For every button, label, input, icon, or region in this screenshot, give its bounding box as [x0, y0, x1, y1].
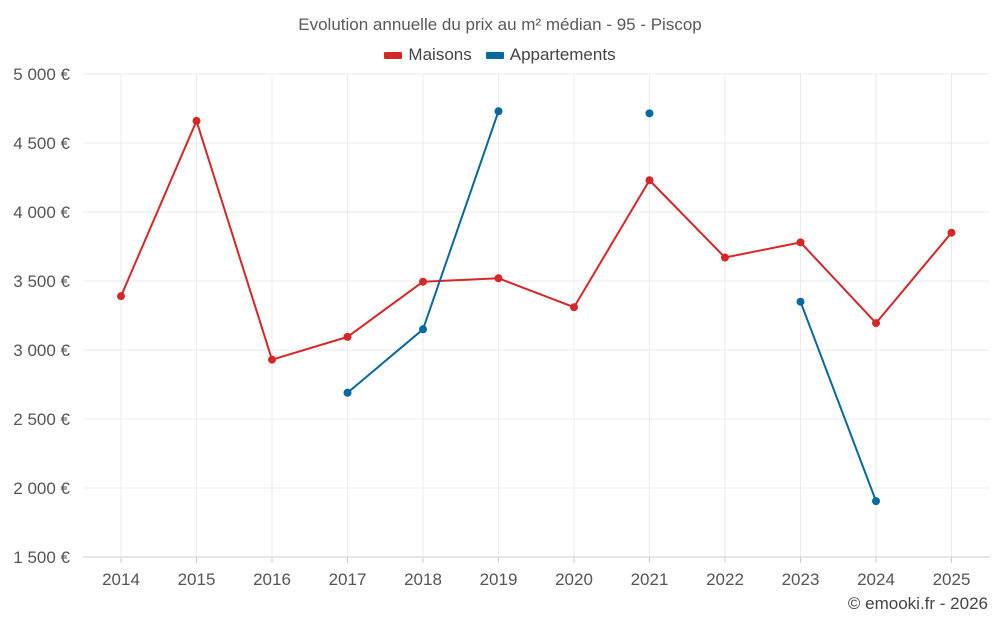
x-tick-label: 2015: [178, 570, 216, 589]
x-tick-label: 2024: [857, 570, 895, 589]
data-point-appartements[interactable]: [872, 497, 880, 506]
y-tick-label: 4 000 €: [13, 203, 70, 222]
legend-swatch-maisons: [384, 51, 403, 59]
data-point-maisons[interactable]: [419, 277, 427, 286]
legend-item-appartements[interactable]: Appartements: [485, 45, 616, 65]
data-point-maisons[interactable]: [796, 238, 805, 247]
y-tick-label: 5 000 €: [13, 65, 70, 84]
data-point-maisons[interactable]: [721, 253, 729, 262]
x-tick-label: 2019: [480, 570, 518, 589]
x-tick-label: 2014: [102, 570, 140, 589]
data-point-appartements[interactable]: [645, 109, 654, 118]
legend-item-maisons[interactable]: Maisons: [384, 45, 472, 65]
data-point-maisons[interactable]: [268, 355, 276, 364]
data-point-appartements[interactable]: [796, 297, 805, 306]
data-point-appartements[interactable]: [343, 388, 352, 397]
legend: Maisons Appartements: [0, 45, 1000, 65]
y-tick-label: 4 500 €: [13, 134, 70, 153]
y-tick-label: 2 000 €: [13, 479, 70, 498]
y-tick-label: 2 500 €: [13, 410, 70, 429]
chart-title: Evolution annuelle du prix au m² médian …: [298, 15, 702, 34]
legend-swatch-appartements: [485, 51, 504, 59]
x-tick-label: 2021: [631, 570, 669, 589]
y-tick-label: 1 500 €: [13, 548, 70, 567]
data-point-maisons[interactable]: [117, 292, 125, 301]
data-point-appartements[interactable]: [494, 107, 503, 116]
data-point-appartements[interactable]: [419, 325, 427, 334]
data-point-maisons[interactable]: [192, 116, 201, 125]
data-point-maisons[interactable]: [872, 319, 880, 328]
credit-text: © emooki.fr - 2026: [847, 594, 988, 613]
data-point-maisons[interactable]: [645, 176, 654, 185]
x-tick-label: 2020: [555, 570, 593, 589]
x-tick-label: 2017: [329, 570, 367, 589]
x-tick-label: 2018: [404, 570, 442, 589]
data-point-maisons[interactable]: [343, 332, 352, 341]
y-tick-label: 3 500 €: [13, 272, 70, 291]
x-tick-label: 2016: [253, 570, 291, 589]
series-line-maisons: [120, 119, 953, 361]
data-point-maisons[interactable]: [570, 303, 578, 312]
x-tick-label: 2022: [706, 570, 744, 589]
data-point-maisons[interactable]: [494, 274, 503, 283]
legend-label-appartements: Appartements: [509, 45, 616, 64]
y-tick-label: 3 000 €: [13, 341, 70, 360]
series-line-appartements: [799, 301, 877, 502]
x-tick-label: 2025: [933, 570, 971, 589]
x-tick-label: 2023: [782, 570, 820, 589]
legend-label-maisons: Maisons: [408, 45, 472, 64]
data-point-maisons[interactable]: [947, 228, 956, 237]
